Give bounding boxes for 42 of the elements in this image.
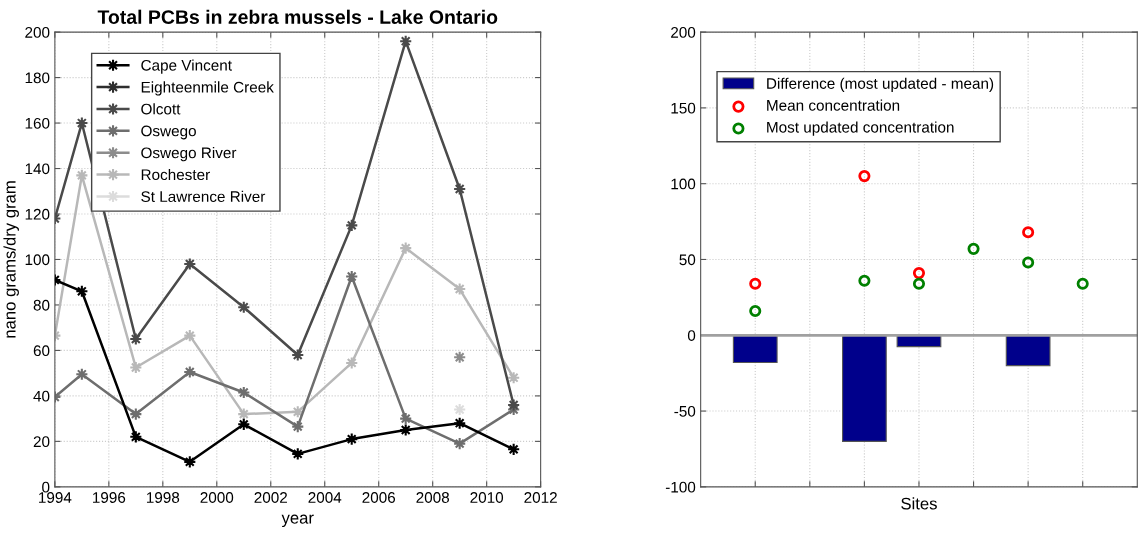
legend-label: Eighteenmile Creek [141, 81, 274, 96]
y-tick-label: 140 [25, 163, 50, 175]
y-tick-label: 100 [25, 254, 50, 266]
chart-title: Total PCBs in zebra mussels - Lake Ontario [97, 9, 498, 24]
x-tick-label: 1994 [39, 492, 72, 503]
legend-label: Most updated concentration [767, 121, 954, 136]
y-tick-label: 0 [42, 481, 50, 493]
x-tick-label: 2008 [416, 492, 450, 503]
y-tick-label: 60 [33, 345, 50, 357]
legend-label: Difference (most updated - mean) [767, 77, 994, 92]
y-tick-label: 80 [33, 299, 50, 311]
x-tick-label: 2002 [254, 492, 287, 503]
y-tick-label: 40 [33, 390, 50, 402]
x-tick-label: 1998 [146, 492, 180, 503]
legend-label: Oswego [141, 125, 196, 140]
y-tick-label: 120 [25, 208, 50, 220]
y-tick-label: 50 [679, 254, 696, 266]
legend-label: St Lawrence River [141, 190, 266, 202]
x-tick-label: 2000 [200, 492, 234, 503]
legend-label: Oswego River [141, 147, 237, 162]
y-tick-label: 180 [25, 72, 50, 84]
legend-label: Mean concentration [767, 99, 900, 111]
y-tick-label: 100 [671, 178, 696, 190]
y-tick-label: 150 [671, 102, 696, 114]
y-tick-label: 200 [25, 26, 50, 38]
y-axis-title: nano grams/dry gram [3, 181, 19, 338]
legend-label: Rochester [141, 168, 210, 181]
x-tick-label: 2006 [362, 492, 396, 503]
x-tick-label: 2012 [524, 492, 557, 503]
x-axis-title: year [281, 514, 314, 528]
y-tick-label: -100 [665, 481, 696, 493]
y-tick-label: 20 [33, 436, 50, 448]
y-tick-label: 160 [25, 117, 50, 129]
x-tick-label: 1996 [93, 492, 126, 503]
y-tick-label: 0 [687, 330, 696, 341]
x-tick-label: 2004 [308, 492, 342, 503]
legend-label: Cape Vincent [141, 59, 232, 74]
x-tick-label: 2010 [470, 492, 504, 503]
y-tick-label: 200 [671, 26, 696, 38]
y-tick-label: -50 [674, 405, 696, 417]
legend-label: Olcott [141, 103, 181, 115]
x-axis-title: Sites [901, 497, 937, 510]
